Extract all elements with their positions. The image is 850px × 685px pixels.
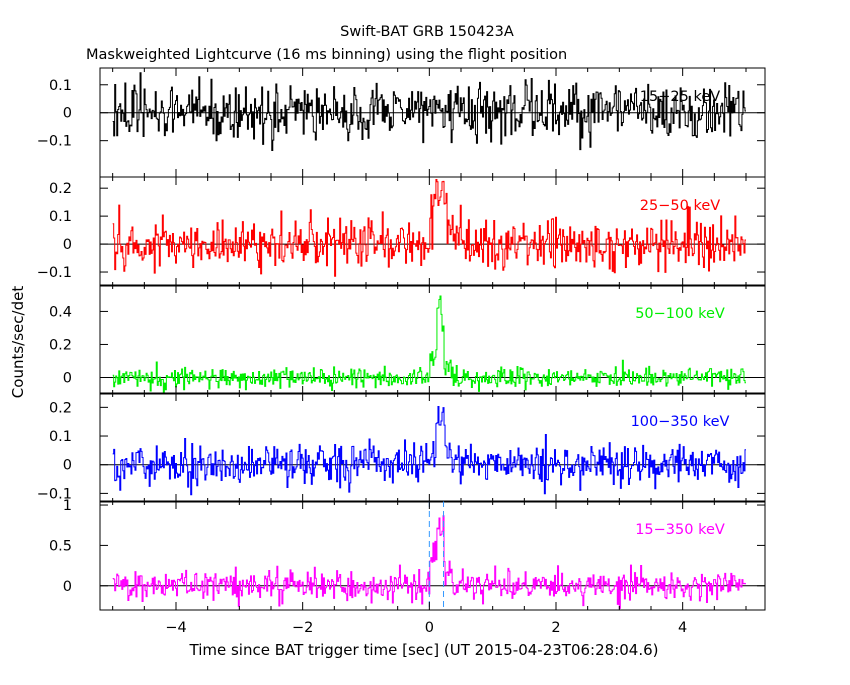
panel-4-ytick-label-3: 0 xyxy=(63,458,72,474)
y-axis-label: Counts/sec/det xyxy=(9,286,27,399)
series-label-2: 25−50 keV xyxy=(640,198,720,214)
panel-2-ytick-label-3: 0 xyxy=(63,237,72,253)
series-label-1: 15−25 keV xyxy=(640,89,720,105)
series-line-2 xyxy=(112,178,746,277)
x-tick-label-2: −2 xyxy=(292,620,313,636)
panel-4-ytick-label-1: 0.2 xyxy=(49,400,72,416)
panel-2-ytick-label-2: 0.1 xyxy=(49,209,72,225)
panel-2-frame xyxy=(99,176,766,287)
x-tick-label-5: 4 xyxy=(678,620,687,636)
series-line-3 xyxy=(112,295,746,393)
panel-5-ytick-label-3: 0 xyxy=(63,579,72,595)
series-line-4 xyxy=(112,405,746,496)
panel-2-ytick-label-4: −0.1 xyxy=(37,265,72,281)
panel-3-ytick-label-1: 0.4 xyxy=(49,304,72,320)
panel-1-ytick-label-2: 0 xyxy=(63,106,72,122)
series-line-1 xyxy=(112,72,746,152)
panel-4-frame xyxy=(99,392,766,503)
panel-5-ytick-label-1: 1 xyxy=(63,498,72,514)
panel-5: 1 0.5 0 15−350 keV xyxy=(49,498,766,611)
x-tick-label-3: 0 xyxy=(425,620,434,636)
panel-1-ytick-label-1: 0.1 xyxy=(49,78,72,94)
x-tick-label-4: 2 xyxy=(551,620,560,636)
chart-title: Swift-BAT GRB 150423A xyxy=(340,24,514,40)
series-line-5 xyxy=(112,515,746,609)
chart-subtitle: Maskweighted Lightcurve (16 ms binning) … xyxy=(86,47,567,63)
panel-4-ytick-label-2: 0.1 xyxy=(49,429,72,445)
series-label-3: 50−100 keV xyxy=(635,306,725,322)
panel-3-frame xyxy=(99,284,766,395)
panel-4: 0.2 0.1 0 −0.1 100−350 keV xyxy=(37,392,766,503)
panel-3-ytick-label-3: 0 xyxy=(63,370,72,386)
panels-group: 0.1 0 −0.1 15−25 keV 0.2 0.1 0 −0.1 25−50 keV 0.4… xyxy=(37,67,766,636)
panel-5-frame xyxy=(99,500,766,611)
panel-4-ytick-label-4: −0.1 xyxy=(37,486,72,502)
panel-1: 0.1 0 −0.1 15−25 keV xyxy=(37,67,766,178)
x-tick-label-1: −4 xyxy=(165,620,186,636)
x-axis-label: Time since BAT trigger time [sec] (UT 20… xyxy=(189,641,659,659)
panel-1-ytick-label-3: −0.1 xyxy=(37,134,72,150)
panel-2: 0.2 0.1 0 −0.1 25−50 keV xyxy=(37,176,766,287)
series-label-5: 15−350 keV xyxy=(635,522,725,538)
series-label-4: 100−350 keV xyxy=(631,414,730,430)
panel-3-ytick-label-2: 0.2 xyxy=(49,337,72,353)
panel-3: 0.4 0.2 0 50−100 keV xyxy=(49,284,766,395)
panel-5-ytick-label-2: 0.5 xyxy=(49,538,72,554)
panel-2-ytick-label-1: 0.2 xyxy=(49,181,72,197)
